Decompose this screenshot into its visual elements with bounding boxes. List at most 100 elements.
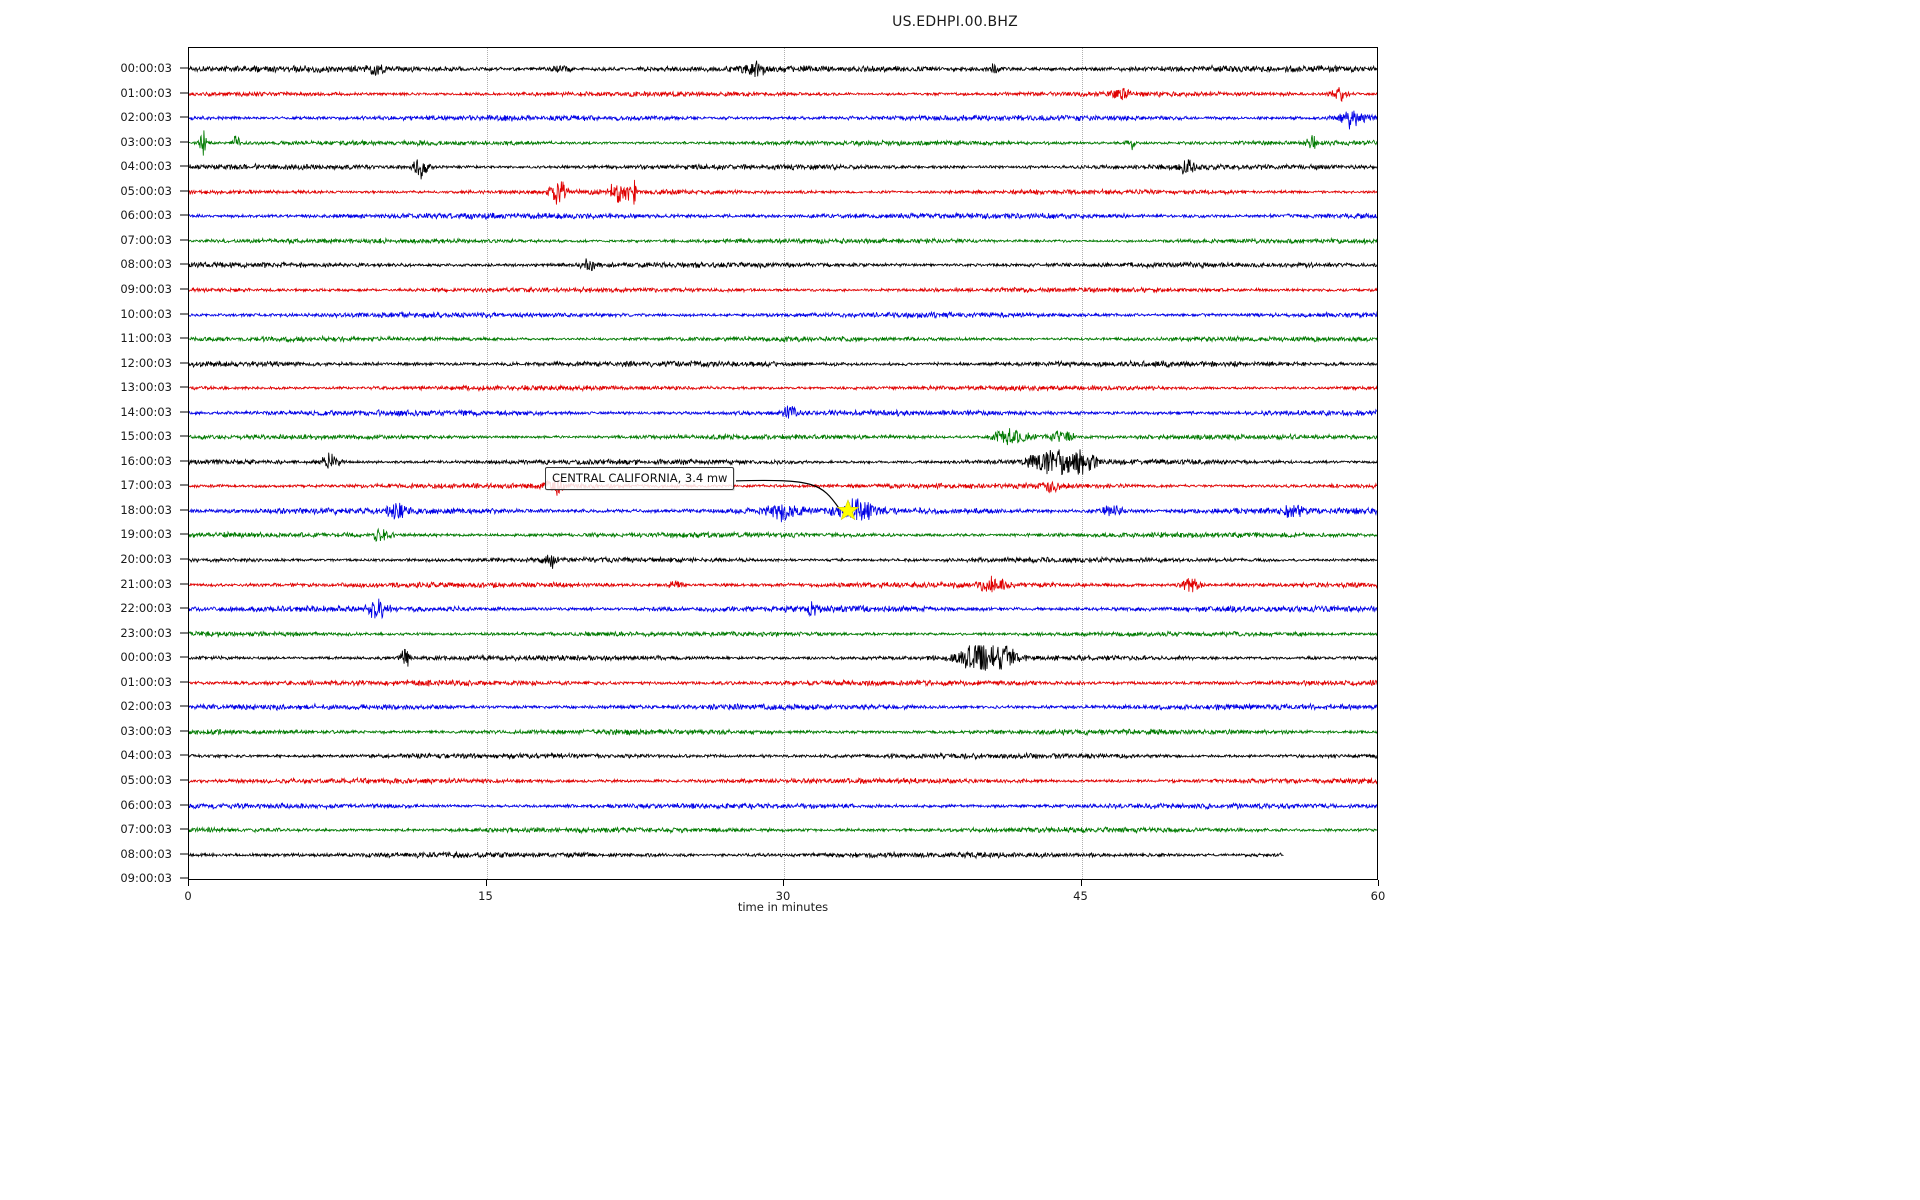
y-tick-label: 15:00:03 (120, 429, 172, 444)
y-tick-label: 18:00:03 (120, 502, 172, 517)
y-tick-mark (180, 288, 188, 290)
x-axis-title: time in minutes (737, 900, 829, 914)
trace-row (189, 302, 1377, 328)
page-title: US.EDHPI.00.BHZ (0, 14, 1920, 30)
trace-row (189, 498, 1377, 524)
trace-line (189, 678, 1377, 687)
trace-row (189, 694, 1377, 720)
y-tick-label: 07:00:03 (120, 822, 172, 837)
y-tick-mark (180, 214, 188, 216)
y-tick-mark (180, 558, 188, 560)
y-tick-mark (180, 632, 188, 634)
trace-line (189, 527, 1377, 543)
x-tick-mark (1080, 880, 1082, 886)
trace-line (189, 384, 1377, 393)
y-tick-label: 14:00:03 (120, 404, 172, 419)
trace-line (189, 477, 1377, 497)
trace-row (189, 130, 1377, 156)
x-tick-label: 60 (1370, 889, 1386, 903)
y-tick-label: 02:00:03 (120, 699, 172, 714)
y-tick-label: 05:00:03 (120, 183, 172, 198)
y-tick-mark (180, 730, 188, 732)
trace-row (189, 351, 1377, 377)
y-tick-mark (180, 828, 188, 830)
gridline-vertical (784, 48, 785, 879)
y-tick-label: 08:00:03 (120, 257, 172, 272)
y-tick-label: 22:00:03 (120, 601, 172, 616)
trace-row (189, 228, 1377, 254)
y-tick-label: 17:00:03 (120, 478, 172, 493)
y-tick-mark (180, 656, 188, 658)
x-axis: 0 15 30 45 60 (184, 880, 1385, 930)
trace-line (189, 130, 1377, 156)
trace-line (189, 554, 1377, 569)
x-tick-label: 45 (1073, 889, 1088, 903)
y-tick-label: 05:00:03 (120, 772, 172, 787)
y-tick-mark (180, 141, 188, 143)
trace-row (189, 179, 1377, 205)
plot-area (188, 47, 1378, 880)
y-tick-label: 21:00:03 (120, 576, 172, 591)
trace-line (189, 159, 1377, 180)
y-tick-mark (180, 165, 188, 167)
y-tick-label: 03:00:03 (120, 134, 172, 149)
y-tick-mark (180, 190, 188, 192)
y-tick-label: 16:00:03 (120, 453, 172, 468)
trace-line (189, 236, 1377, 246)
trace-row (189, 105, 1377, 131)
trace-line (189, 598, 1377, 620)
y-tick-mark (180, 411, 188, 413)
trace-line (189, 428, 1377, 446)
y-tick-mark (180, 877, 188, 879)
y-tick-mark (180, 337, 188, 339)
y-tick-label: 20:00:03 (120, 552, 172, 566)
trace-line (189, 702, 1377, 712)
trace-row (189, 621, 1377, 647)
y-tick-mark (180, 484, 188, 486)
trace-line (189, 575, 1377, 592)
trace-row (189, 719, 1377, 745)
trace-row (189, 473, 1377, 499)
trace-row (189, 56, 1377, 82)
y-tick-label: 08:00:03 (120, 846, 172, 861)
trace-line (189, 110, 1377, 130)
trace-row (189, 277, 1377, 303)
y-tick-mark (180, 754, 188, 756)
y-tick-mark (180, 263, 188, 265)
trace-row (189, 400, 1377, 426)
trace-row (189, 842, 1377, 868)
y-tick-label: 00:00:03 (120, 650, 172, 665)
trace-line (189, 825, 1377, 835)
trace-row (189, 768, 1377, 794)
y-tick-mark (180, 779, 188, 781)
y-tick-label: 13:00:03 (120, 380, 172, 395)
trace-row (189, 866, 1377, 879)
y-tick-mark (180, 67, 188, 69)
y-tick-label: 09:00:03 (120, 281, 172, 296)
event-star-icon[interactable] (837, 499, 860, 521)
trace-row (189, 203, 1377, 229)
trace-line (189, 645, 1377, 671)
trace-line (189, 358, 1377, 368)
y-tick-label: 01:00:03 (120, 674, 172, 689)
event-annotation-label[interactable]: CENTRAL CALIFORNIA, 3.4 mw (545, 467, 735, 491)
y-tick-mark (180, 681, 188, 683)
trace-row (189, 817, 1377, 843)
x-tick-label: 30 (775, 889, 791, 903)
y-tick-label: 07:00:03 (120, 232, 172, 247)
gridline-vertical (486, 48, 488, 879)
trace-row (189, 596, 1377, 622)
y-tick-mark (180, 239, 188, 241)
x-tick-mark (783, 880, 784, 886)
trace-line (189, 211, 1377, 221)
y-tick-mark (180, 435, 188, 437)
x-tick-label: 15 (478, 889, 493, 903)
trace-row (189, 375, 1377, 401)
y-tick-label: 23:00:03 (120, 625, 172, 640)
trace-row (189, 547, 1377, 573)
y-tick-mark (180, 853, 188, 855)
trace-row (189, 743, 1377, 769)
trace-line (189, 285, 1377, 294)
y-tick-label: 04:00:03 (120, 748, 172, 763)
